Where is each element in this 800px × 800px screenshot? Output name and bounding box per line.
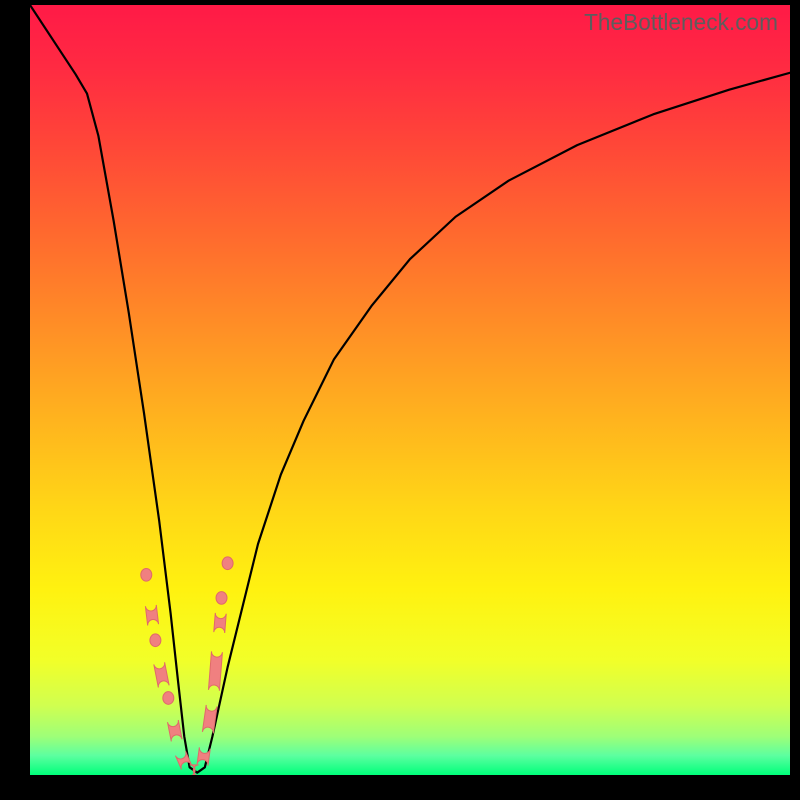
marker-dot-0 — [141, 568, 152, 581]
marker-pill-1 — [154, 662, 169, 687]
marker-dot-4 — [222, 557, 233, 570]
marker-dot-3 — [216, 592, 227, 605]
chart-frame: TheBottleneck.com — [0, 0, 800, 800]
chart-svg — [30, 5, 790, 775]
marker-pill-8 — [214, 613, 226, 633]
marker-dot-2 — [163, 692, 174, 705]
marker-dot-1 — [150, 634, 161, 647]
marker-pill-7 — [208, 651, 222, 690]
marker-pill-2 — [167, 720, 182, 741]
marker-pill-0 — [145, 605, 158, 626]
watermark-text: TheBottleneck.com — [584, 9, 778, 36]
bottleneck-curve — [30, 5, 790, 773]
plot-area: TheBottleneck.com — [30, 5, 790, 775]
